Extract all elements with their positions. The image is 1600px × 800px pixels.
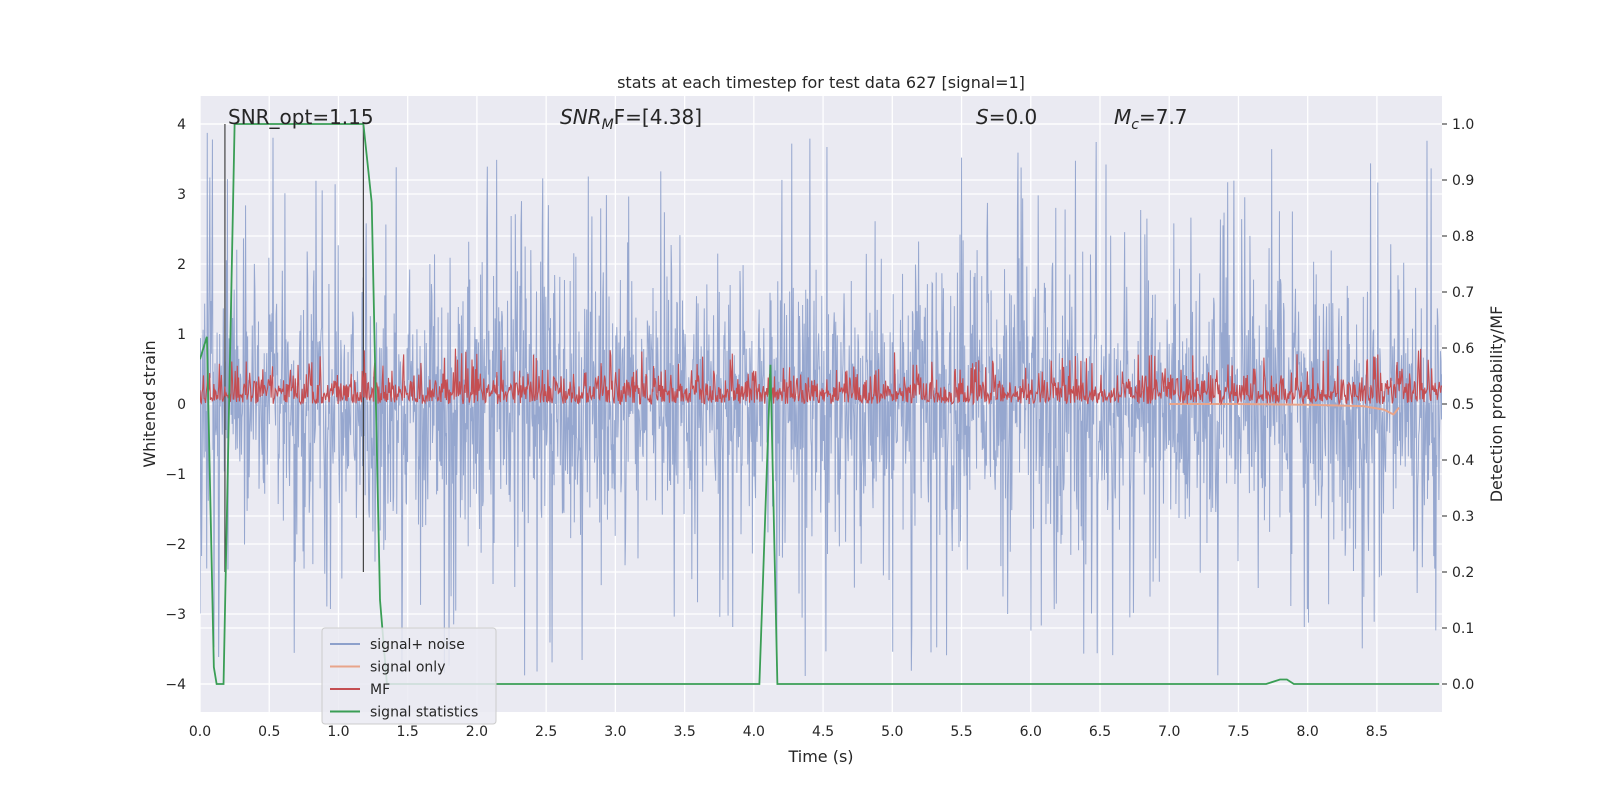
y-left-tick-label: 3 [177, 187, 186, 203]
series-mf [200, 348, 1442, 406]
x-tick-label: 3.0 [604, 724, 626, 740]
x-tick-label: 2.0 [466, 724, 488, 740]
x-tick-label: 6.5 [1089, 724, 1111, 740]
series-signal-only [1169, 403, 1400, 416]
y-left-tick-label: 4 [177, 117, 186, 133]
y-right-tick-label: 0.6 [1452, 341, 1474, 357]
y-right-tick-label: 0.4 [1452, 453, 1474, 469]
series-signal-only-line [1169, 403, 1400, 416]
x-axis-label: Time (s) [787, 747, 853, 766]
y-right-tick-label: 0.1 [1452, 621, 1474, 637]
legend: signal+ noise signal only MF signal statist… [321, 627, 497, 725]
series-signal-noise [200, 132, 1442, 677]
x-tick-label: 5.5 [950, 724, 972, 740]
y-left-tick-label: 0 [177, 397, 186, 413]
legend-box [321, 627, 497, 725]
annotation-mc-base: M [1114, 105, 1131, 129]
y-right-tick-label: 0.9 [1452, 173, 1474, 189]
x-tick-label: 1.0 [327, 724, 349, 740]
x-tick-label: 4.0 [743, 724, 765, 740]
x-tick-label: 0.5 [258, 724, 280, 740]
annotation-snr-mf-rest: F=[4.38] [614, 105, 702, 129]
legend-label: signal+ noise [370, 637, 465, 653]
x-tick-label: 6.0 [1020, 724, 1042, 740]
legend-label: signal statistics [370, 705, 478, 721]
annotation-snr-mf-sub: M [602, 117, 614, 133]
y-left-tick-label: −4 [165, 677, 186, 693]
x-axis-ticks: 0.0 0.5 1.0 1.5 2.0 2.5 3.0 3.5 4.0 4.5 5.0 5.5 6.0 6… [189, 724, 1388, 740]
annotation-s-rest: =0.0 [989, 105, 1038, 129]
annotation-snr-mf: SNRMF=[4.38] [560, 105, 702, 133]
y-right-tick-label: 0.0 [1452, 677, 1474, 693]
x-tick-label: 3.5 [673, 724, 695, 740]
y-right-tick-label: 0.7 [1452, 285, 1474, 301]
y-axis-left-label: Whitened strain [140, 340, 159, 467]
annotation-s-base: S [976, 105, 989, 129]
y-axis-right-ticks: 0.0 0.1 0.2 0.3 0.4 0.5 0.6 0.7 0.8 0.9 1.0 [1442, 117, 1474, 693]
annotation-mc-rest: =7.7 [1139, 105, 1188, 129]
y-right-tick-label: 0.2 [1452, 565, 1474, 581]
x-tick-label: 7.5 [1227, 724, 1249, 740]
series-mf-line [200, 348, 1442, 406]
y-right-tick-label: 0.3 [1452, 509, 1474, 525]
vertical-markers [224, 124, 364, 572]
annotation-mc: Mc=7.7 [1114, 105, 1188, 133]
y-left-tick-label: 2 [177, 257, 186, 273]
y-left-tick-label: −1 [165, 467, 186, 483]
annotation-snr-opt: SNR_opt=1.15 [228, 105, 374, 129]
y-left-tick-label: −2 [165, 537, 186, 553]
legend-label: MF [370, 682, 390, 698]
y-right-tick-label: 0.5 [1452, 397, 1474, 413]
chart-title: stats at each timestep for test data 627… [617, 73, 1025, 92]
y-right-tick-label: 0.8 [1452, 229, 1474, 245]
annotation-s: S=0.0 [976, 105, 1037, 129]
x-tick-label: 4.5 [812, 724, 834, 740]
y-left-tick-label: −3 [165, 607, 186, 623]
legend-label: signal only [370, 660, 445, 676]
y-right-tick-label: 1.0 [1452, 117, 1474, 133]
series-signal-noise-line [200, 132, 1442, 677]
y-left-tick-label: 1 [177, 327, 186, 343]
x-tick-label: 8.5 [1366, 724, 1388, 740]
x-tick-label: 7.0 [1158, 724, 1180, 740]
y-axis-right-label: Detection probability/MF [1487, 306, 1506, 503]
x-tick-label: 2.5 [535, 724, 557, 740]
x-tick-label: 0.0 [189, 724, 211, 740]
x-tick-label: 1.5 [397, 724, 419, 740]
x-tick-label: 8.0 [1297, 724, 1319, 740]
x-tick-label: 5.0 [881, 724, 903, 740]
y-axis-left-ticks: −4 −3 −2 −1 0 1 2 3 4 [165, 117, 186, 693]
annotation-mc-sub: c [1131, 117, 1139, 133]
annotation-snr-mf-base: SNR [560, 105, 602, 129]
